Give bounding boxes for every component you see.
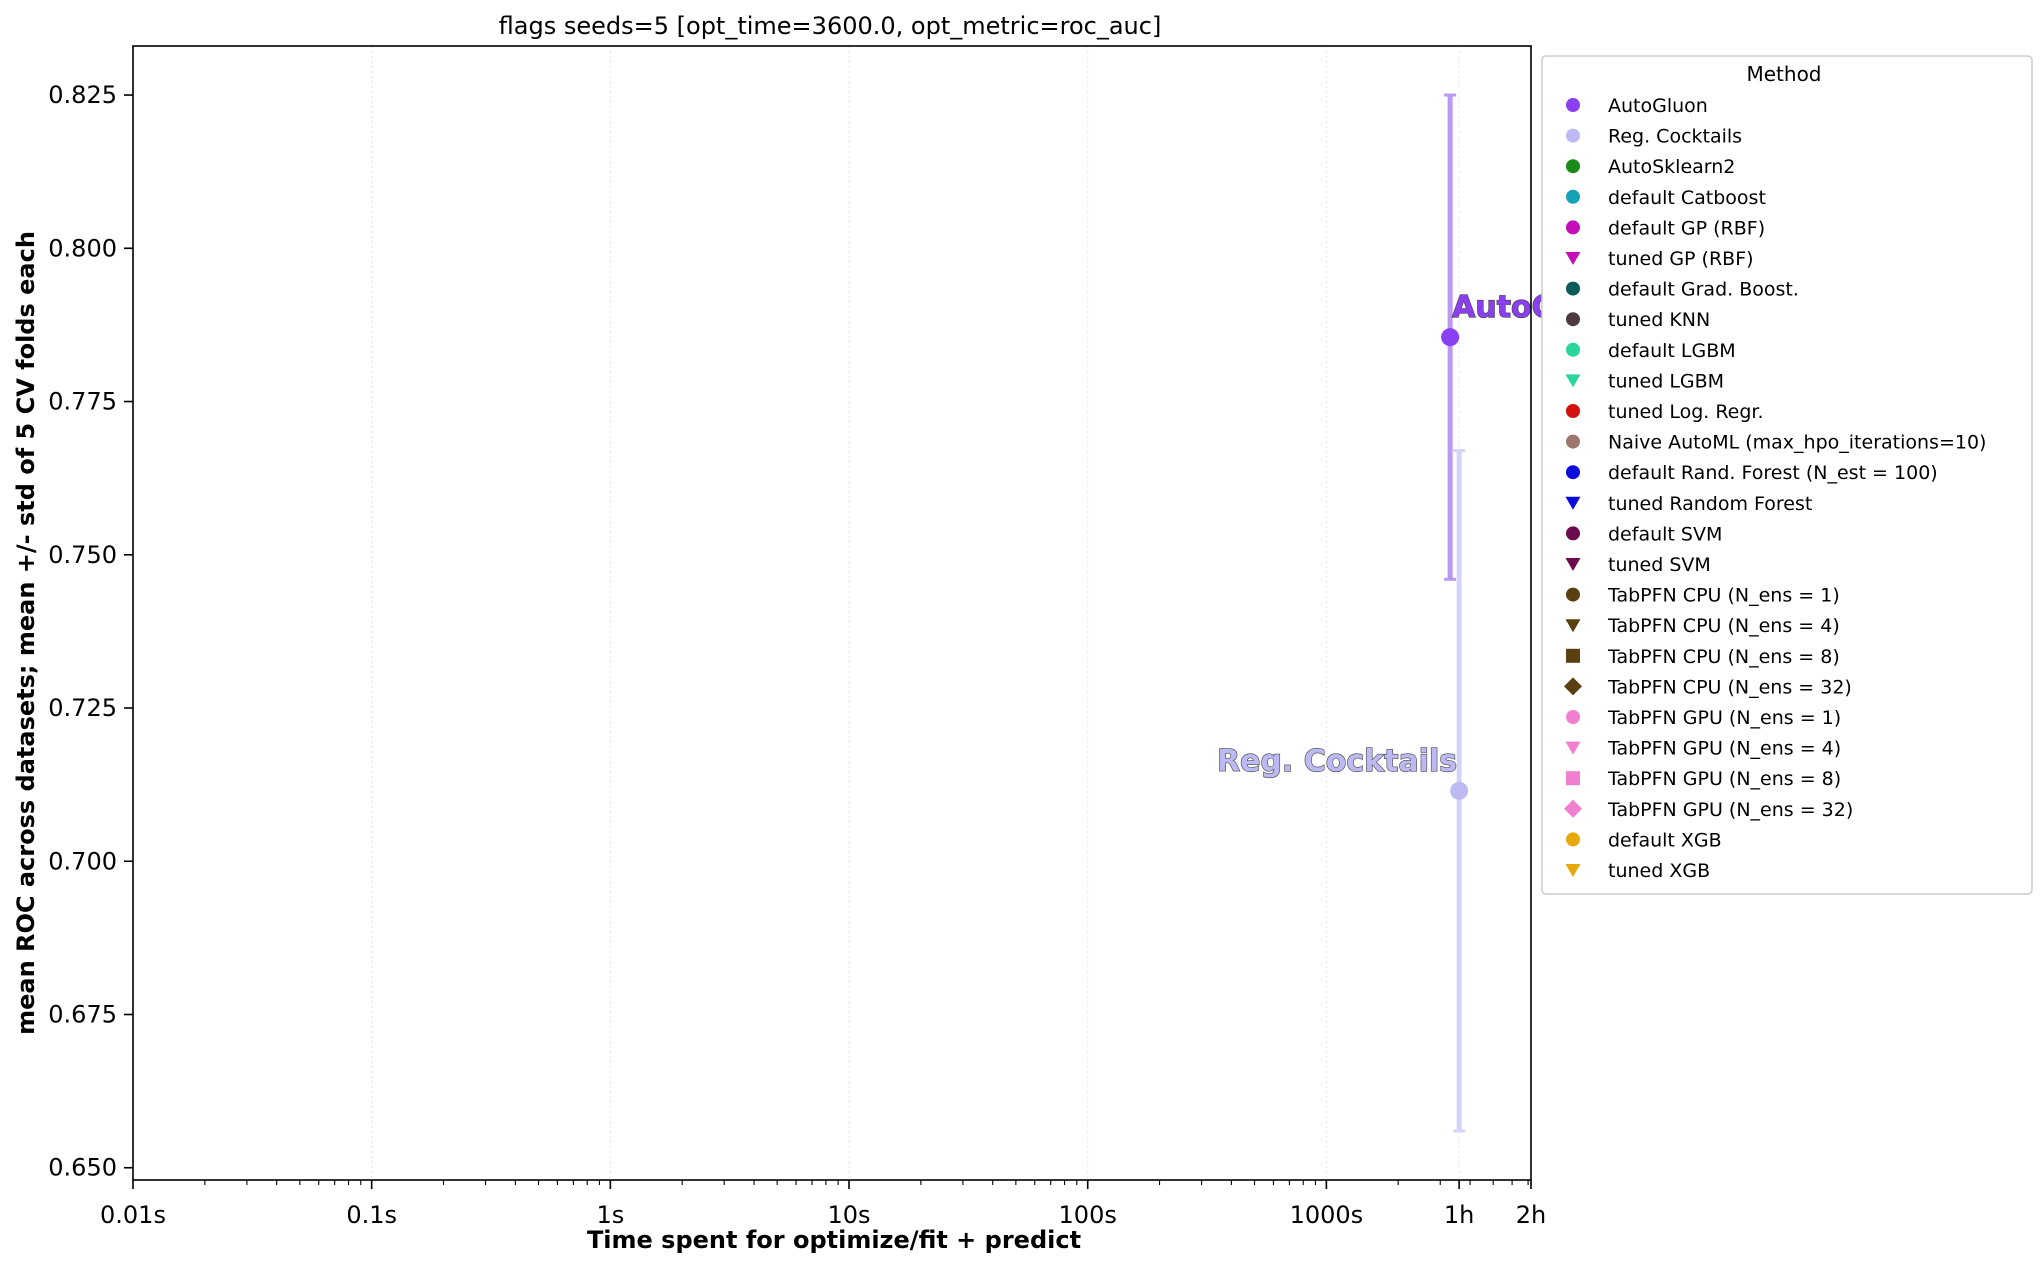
x-tick-label: 100s (1059, 1201, 1117, 1229)
legend-entry-label: tuned XGB (1608, 860, 1710, 882)
y-tick-label: 0.675 (48, 1000, 117, 1028)
legend-entry-label: TabPFN GPU (N_ens = 4) (1607, 738, 1841, 760)
y-tick-label: 0.800 (48, 234, 117, 262)
legend-marker (1566, 404, 1580, 418)
data-point (1441, 328, 1460, 347)
legend-marker (1566, 189, 1580, 204)
legend-marker (1566, 465, 1580, 480)
y-tick-label: 0.700 (48, 847, 117, 875)
legend-entry-label: tuned Log. Regr. (1608, 401, 1764, 423)
legend-marker (1566, 648, 1580, 663)
x-axis-label: Time spent for optimize/fit + predict (587, 1226, 1081, 1254)
legend-entry-label: TabPFN GPU (N_ens = 32) (1607, 799, 1853, 821)
legend-entry-label: default Grad. Boost. (1608, 279, 1799, 301)
legend-marker (1566, 128, 1580, 143)
legend-entry-label: TabPFN CPU (N_ens = 4) (1607, 615, 1840, 637)
y-tick-label: 0.725 (48, 694, 117, 722)
legend-marker (1566, 434, 1580, 449)
legend-entry-label: tuned SVM (1608, 554, 1711, 576)
legend-entry-label: TabPFN GPU (N_ens = 1) (1607, 707, 1841, 729)
legend-marker (1566, 220, 1580, 235)
chart-title: flags seeds=5 [opt_time=3600.0, opt_metr… (499, 12, 1162, 40)
legend: Method AutoGluon Reg. Cocktails AutoSklear… (1541, 55, 2033, 895)
legend-entry-label: TabPFN CPU (N_ens = 8) (1607, 646, 1840, 668)
legend-title: Method (1746, 62, 1821, 86)
legend-entry-label: TabPFN GPU (N_ens = 8) (1607, 768, 1841, 790)
legend-box (1541, 55, 2033, 895)
x-tick-label: 1h (1444, 1201, 1474, 1229)
legend-marker (1565, 864, 1581, 877)
legend-marker (1566, 159, 1580, 174)
grid-lines (371, 46, 1460, 1180)
legend-marker (1565, 558, 1581, 571)
legend-marker (1564, 799, 1582, 818)
legend-entry-label: default Catboost (1608, 187, 1766, 209)
legend-entry-label: tuned LGBM (1608, 370, 1724, 392)
y-tick-label: 0.775 (48, 388, 117, 416)
data-label: Reg. Cocktails (1217, 744, 1457, 779)
x-axis: 0.01s 0.1s 1s 10s 100s 1000s 1h 2h (100, 1180, 1546, 1229)
legend-entries: AutoGluon Reg. Cocktails AutoSklearn2 defau… (1564, 95, 1986, 882)
legend-marker (1566, 771, 1580, 786)
legend-marker (1566, 526, 1580, 541)
legend-entry-label: TabPFN CPU (N_ens = 1) (1607, 585, 1840, 607)
data-point (1450, 781, 1469, 800)
x-tick-label: 1s (596, 1201, 624, 1229)
legend-marker (1566, 832, 1580, 847)
legend-marker (1566, 98, 1580, 112)
legend-marker (1564, 677, 1582, 696)
plot-frame (132, 45, 1532, 1181)
legend-marker (1565, 252, 1581, 265)
y-tick-label: 0.750 (48, 541, 117, 569)
legend-marker (1566, 281, 1580, 296)
legend-entry-label: AutoGluon (1608, 95, 1708, 117)
x-tick-label: 0.1s (346, 1201, 397, 1229)
x-tick-label: 10s (828, 1201, 871, 1229)
y-axis-label: mean ROC across datasets; mean +/- std o… (12, 231, 40, 1035)
legend-entry-label: default LGBM (1608, 340, 1736, 362)
x-tick-label: 2h (1516, 1201, 1546, 1229)
legend-marker (1566, 587, 1580, 602)
legend-entry-label: Reg. Cocktails (1608, 126, 1742, 148)
x-tick-label: 0.01s (100, 1201, 166, 1229)
legend-entry-label: AutoSklearn2 (1608, 156, 1735, 178)
y-axis: 0.650 0.675 0.700 0.725 0.750 0.775 0.800 0.825 (48, 81, 133, 1182)
legend-entry-label: TabPFN CPU (N_ens = 32) (1607, 676, 1852, 698)
legend-marker (1566, 710, 1580, 724)
legend-entry-label: default XGB (1608, 829, 1722, 851)
legend-marker (1565, 374, 1581, 388)
legend-marker (1565, 619, 1581, 633)
x-tick-label: 1000s (1290, 1201, 1364, 1229)
legend-marker (1566, 342, 1580, 357)
legend-entry-label: Naive AutoML (max_hpo_iterations=10) (1608, 432, 1986, 454)
y-tick-label: 0.650 (48, 1154, 117, 1182)
legend-entry-label: tuned KNN (1608, 309, 1710, 331)
legend-marker (1565, 741, 1581, 755)
legend-marker (1565, 496, 1581, 510)
legend-entry-label: tuned GP (RBF) (1608, 248, 1754, 270)
y-tick-label: 0.825 (48, 81, 117, 109)
legend-entry-label: tuned Random Forest (1608, 493, 1812, 515)
legend-entry-label: default SVM (1608, 523, 1722, 545)
legend-marker (1566, 312, 1580, 327)
legend-entry-label: default GP (RBF) (1608, 217, 1765, 239)
legend-entry-label: default Rand. Forest (N_est = 100) (1608, 462, 1938, 484)
